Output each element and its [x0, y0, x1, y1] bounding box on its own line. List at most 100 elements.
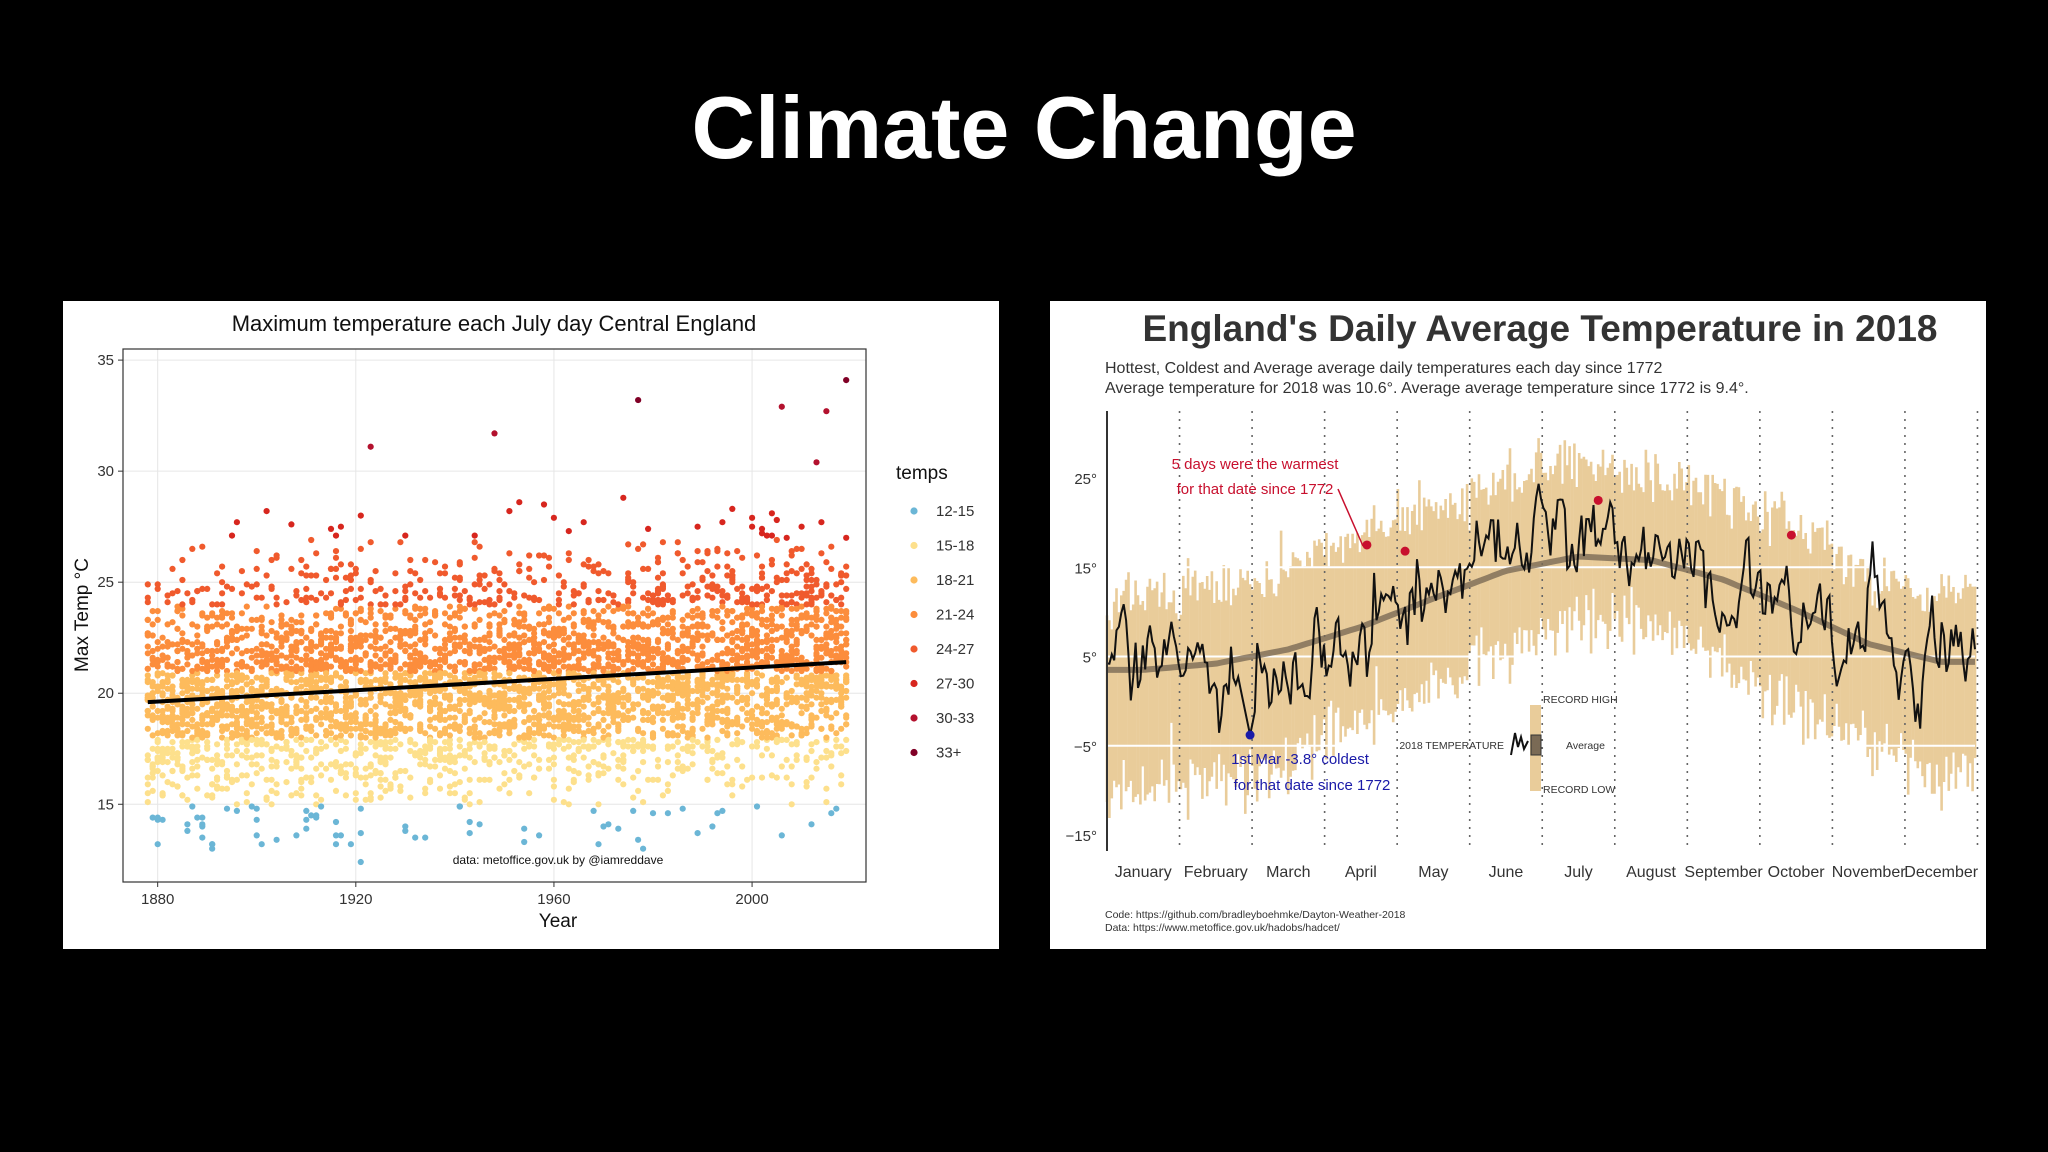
data-point [625, 570, 632, 577]
data-point [659, 570, 667, 577]
data-point [258, 630, 265, 637]
data-point [427, 687, 434, 695]
data-point [337, 832, 344, 839]
data-point [432, 661, 439, 668]
data-point [699, 643, 706, 650]
data-point [798, 654, 805, 661]
data-point [793, 641, 800, 648]
data-point [704, 583, 711, 590]
data-point [337, 683, 344, 690]
data-point [149, 770, 156, 777]
data-point [506, 652, 513, 659]
data-point [238, 625, 245, 632]
data-point [635, 619, 642, 626]
data-point [223, 643, 231, 650]
data-point [308, 667, 315, 675]
data-point [763, 694, 771, 701]
data-point [699, 725, 706, 732]
data-point [783, 570, 790, 577]
data-point [392, 703, 399, 710]
data-point [600, 823, 607, 830]
data-point [511, 707, 518, 715]
data-point [342, 661, 349, 668]
data-point [347, 732, 354, 739]
data-point [654, 665, 662, 672]
data-point [461, 690, 468, 697]
data-point [823, 665, 830, 672]
month-label: February [1184, 864, 1248, 881]
data-point [714, 681, 721, 688]
data-point [540, 639, 548, 646]
data-point [768, 654, 776, 661]
data-point [704, 685, 711, 692]
data-point [818, 707, 825, 715]
data-point [278, 634, 285, 641]
data-point [219, 601, 226, 608]
legend-label: 18-21 [936, 572, 974, 589]
data-point [432, 672, 439, 679]
data-point [684, 590, 691, 597]
right-y-tick-label: −5° [1074, 739, 1097, 756]
data-point [565, 736, 572, 743]
data-point [689, 643, 696, 650]
data-point [729, 719, 736, 726]
data-point [268, 670, 275, 677]
data-point [154, 581, 161, 588]
data-point [228, 679, 236, 686]
data-point [773, 696, 780, 703]
data-point [214, 667, 221, 675]
data-point [521, 592, 528, 599]
data-point [308, 707, 315, 715]
data-point [545, 687, 553, 695]
data-point [278, 719, 285, 726]
data-point [491, 643, 498, 650]
data-point [526, 790, 533, 797]
data-point [233, 645, 240, 652]
data-point [838, 579, 845, 586]
data-point [144, 707, 151, 715]
data-point [590, 652, 597, 659]
data-point [536, 765, 543, 772]
data-point [427, 670, 434, 677]
data-point [154, 639, 161, 646]
data-point [417, 656, 424, 663]
data-point [253, 710, 260, 717]
data-point [625, 623, 632, 630]
data-point [615, 776, 622, 783]
data-point [248, 625, 255, 632]
data-point [362, 696, 369, 703]
data-point [768, 588, 776, 595]
data-point [219, 656, 226, 663]
data-point [600, 710, 607, 717]
data-point [318, 803, 325, 810]
data-point [273, 594, 280, 601]
data-point [441, 765, 449, 772]
data-point [640, 707, 647, 715]
data-point [753, 552, 761, 559]
data-point [258, 647, 265, 655]
data-point [357, 745, 364, 752]
data-point [253, 761, 260, 768]
data-point [659, 625, 667, 632]
data-point [526, 552, 533, 559]
data-point [337, 523, 344, 530]
data-point [352, 710, 359, 717]
data-point [560, 714, 567, 721]
data-point [516, 772, 523, 779]
data-point [248, 647, 255, 655]
data-point [169, 663, 176, 670]
data-point [476, 734, 483, 741]
data-point [788, 667, 795, 675]
data-point [838, 570, 845, 577]
data-point [585, 743, 592, 750]
data-point [456, 614, 463, 621]
data-point [407, 632, 414, 639]
data-point [446, 705, 453, 712]
data-point [669, 743, 676, 750]
data-point [496, 588, 503, 595]
data-point [615, 739, 622, 746]
data-point [313, 750, 320, 757]
data-point [501, 747, 508, 755]
data-point [253, 581, 260, 588]
data-point [382, 674, 389, 681]
